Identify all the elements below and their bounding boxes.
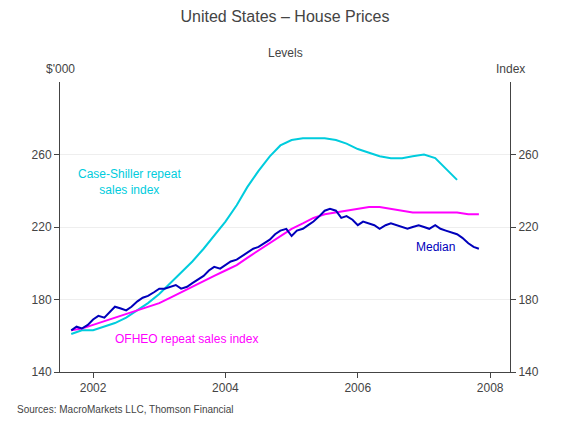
svg-text:Index: Index bbox=[496, 62, 525, 76]
svg-text:2008: 2008 bbox=[477, 381, 504, 395]
svg-text:260: 260 bbox=[518, 148, 538, 162]
svg-text:180: 180 bbox=[32, 293, 52, 307]
svg-text:Sources: MacroMarkets LLC, Tho: Sources: MacroMarkets LLC, Thomson Finan… bbox=[17, 404, 234, 415]
svg-text:2002: 2002 bbox=[80, 381, 107, 395]
svg-text:180: 180 bbox=[518, 293, 538, 307]
svg-text:United States – House Prices: United States – House Prices bbox=[181, 8, 390, 25]
svg-text:220: 220 bbox=[32, 220, 52, 234]
svg-text:Case-Shiller repeatsales index: Case-Shiller repeatsales index bbox=[78, 167, 181, 197]
svg-text:140: 140 bbox=[518, 365, 538, 379]
svg-text:2006: 2006 bbox=[344, 381, 371, 395]
svg-text:$'000: $'000 bbox=[46, 62, 75, 76]
svg-text:260: 260 bbox=[32, 148, 52, 162]
svg-text:Median: Median bbox=[416, 240, 455, 254]
svg-text:Levels: Levels bbox=[268, 46, 303, 60]
svg-text:220: 220 bbox=[518, 220, 538, 234]
svg-text:2004: 2004 bbox=[212, 381, 239, 395]
svg-text:140: 140 bbox=[32, 365, 52, 379]
svg-text:OFHEO repeat sales index: OFHEO repeat sales index bbox=[115, 332, 258, 346]
